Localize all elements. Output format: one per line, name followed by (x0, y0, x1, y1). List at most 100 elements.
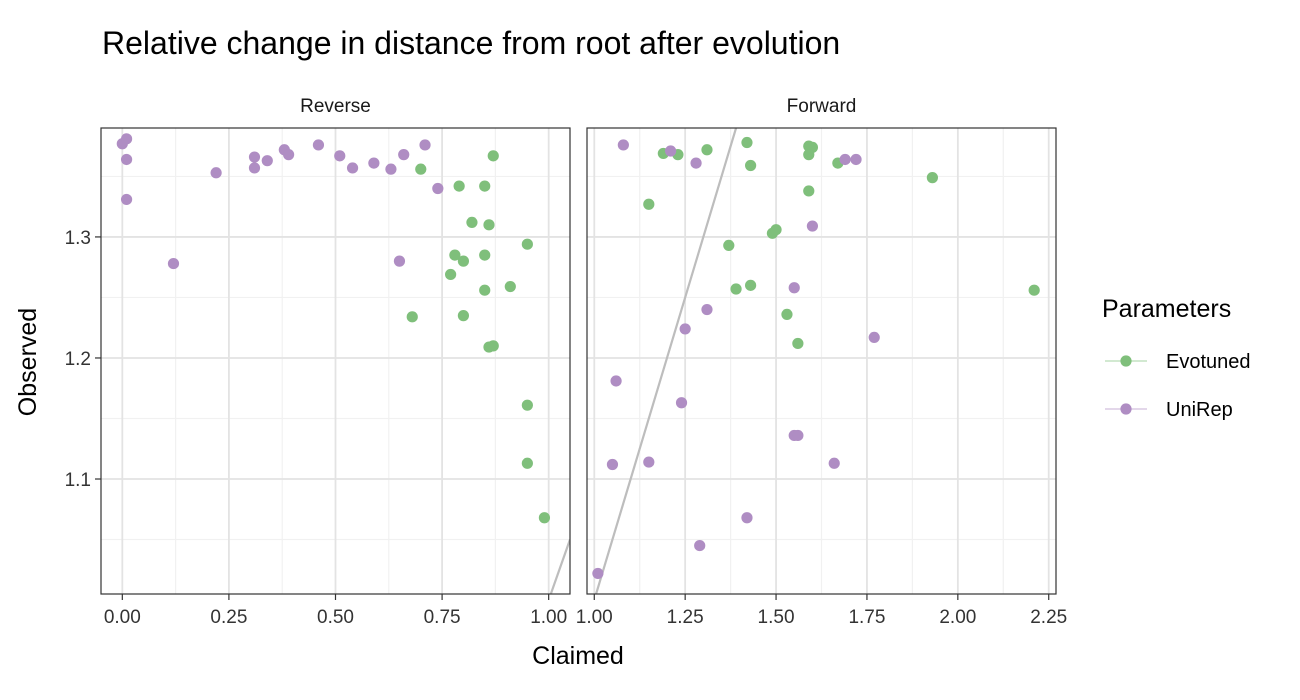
data-point (675, 397, 688, 409)
x-tick-label: 1.00 (576, 607, 613, 628)
data-point (487, 150, 499, 162)
data-point (449, 249, 461, 261)
data-point (346, 162, 359, 174)
data-point (828, 457, 840, 469)
legend-key-point (1120, 355, 1132, 367)
data-point (803, 149, 815, 161)
data-point (694, 539, 706, 552)
data-point (538, 512, 551, 524)
y-tick-label: 1.2 (65, 349, 91, 370)
data-point (398, 149, 410, 161)
data-point (788, 282, 800, 294)
data-point (521, 457, 533, 469)
facet-panels: Reverse 0.00 0.25 0.50 0.75 1.00 1.1 1.2 1.3 Forw… (65, 96, 1068, 628)
data-point (723, 239, 735, 252)
x-tick-label: 1.50 (758, 607, 795, 628)
y-tick-label: 1.3 (65, 228, 91, 249)
legend-label: Evotuned (1166, 351, 1251, 373)
x-tick-label: 2.00 (939, 607, 976, 628)
legend-title: Parameters (1102, 295, 1231, 323)
data-point (643, 198, 655, 210)
x-tick-label: 0.50 (317, 607, 354, 628)
grid (101, 128, 570, 594)
data-point (521, 238, 533, 250)
data-point (504, 280, 516, 293)
data-point (792, 337, 804, 350)
panel-border (586, 127, 1057, 595)
data-point (701, 144, 713, 156)
data-point (368, 157, 380, 169)
facet-label: Forward (787, 96, 857, 117)
data-point (592, 567, 604, 580)
panel-reverse: Reverse 0.00 0.25 0.50 0.75 1.00 1.1 1.2 1.3 (65, 96, 571, 628)
data-point (803, 185, 815, 197)
data-point (745, 279, 757, 291)
x-axis-label: Claimed (532, 642, 624, 670)
data-point (479, 180, 491, 192)
chart-title: Relative change in distance from root af… (102, 25, 840, 61)
data-point (1028, 284, 1040, 296)
data-point (745, 159, 757, 172)
data-point (868, 331, 880, 343)
data-point (690, 157, 702, 169)
legend-entry-unirep: UniRep (1105, 399, 1233, 421)
legend-entry-evotuned: Evotuned (1105, 351, 1251, 373)
data-point (781, 308, 793, 320)
data-point (457, 255, 470, 267)
data-point (521, 399, 533, 411)
data-point (406, 311, 418, 323)
x-tick-label: 0.75 (424, 607, 461, 628)
data-point (167, 257, 180, 270)
panel-forward: Forward 1.00 1.25 1.50 1.75 2.00 2.25 (576, 96, 1067, 628)
data-point (120, 193, 133, 206)
data-point (120, 133, 133, 145)
data-point (385, 163, 397, 175)
data-point (730, 283, 742, 295)
data-point (432, 182, 444, 195)
y-tick-label: 1.1 (65, 470, 91, 491)
data-point (483, 219, 495, 231)
facet-label: Reverse (300, 96, 371, 117)
x-tick-label: 1.00 (530, 607, 567, 628)
series-evotuned (643, 136, 1040, 350)
data-point (839, 153, 851, 166)
data-point (283, 149, 295, 161)
data-point (457, 310, 470, 322)
legend-entries: Evotuned UniRep (1105, 351, 1251, 421)
legend-key-point (1120, 403, 1132, 415)
data-point (248, 151, 261, 163)
x-tick-label: 0.25 (210, 607, 247, 628)
data-point (741, 136, 753, 149)
legend: Parameters Evotuned UniRep (1102, 295, 1251, 421)
data-point (770, 224, 782, 236)
series-evotuned (406, 150, 551, 524)
data-point (617, 139, 629, 151)
data-point (606, 458, 619, 471)
data-point (393, 255, 406, 267)
data-point (643, 456, 655, 468)
reference-line (549, 539, 570, 594)
data-point (120, 153, 133, 166)
data-point (445, 268, 457, 281)
data-point (741, 512, 753, 524)
data-point (679, 323, 691, 335)
data-point (479, 284, 491, 296)
data-point (312, 139, 325, 151)
data-point (466, 216, 478, 229)
data-point (792, 429, 804, 442)
data-point (210, 167, 222, 179)
data-point (419, 139, 431, 151)
data-point (334, 150, 346, 162)
data-point (487, 340, 499, 352)
legend-label: UniRep (1166, 399, 1233, 421)
x-tick-label: 1.25 (667, 607, 704, 628)
x-tick-label: 2.25 (1030, 607, 1067, 628)
x-tick-label: 1.75 (848, 607, 885, 628)
data-point (701, 303, 713, 316)
data-point (926, 172, 938, 184)
reference-line (595, 128, 738, 594)
data-point (610, 375, 622, 387)
data-point (453, 180, 465, 192)
data-point (415, 163, 427, 175)
